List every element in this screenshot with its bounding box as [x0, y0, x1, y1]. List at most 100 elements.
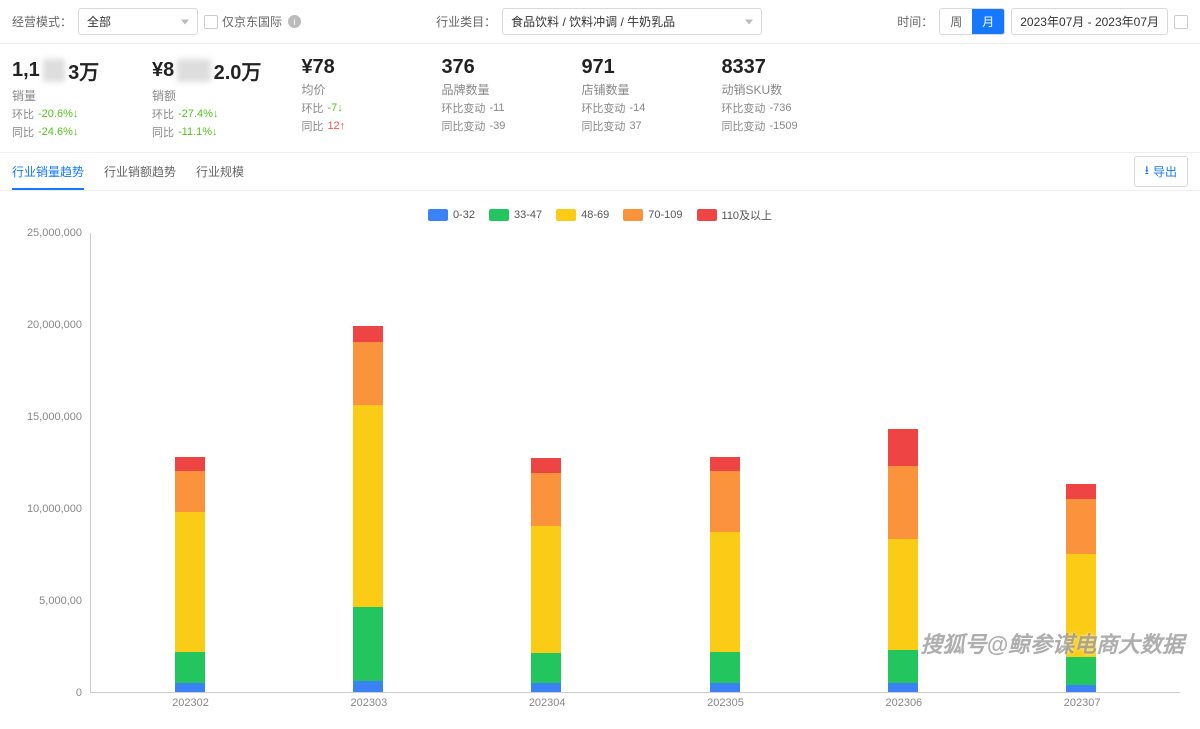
bars-container [91, 233, 1180, 692]
tab-1[interactable]: 行业销额趋势 [104, 153, 176, 190]
category-select-value: 食品饮料 / 饮料冲调 / 牛奶乳品 [511, 15, 675, 29]
date-range-picker[interactable]: 2023年07月 - 2023年07月 [1011, 8, 1168, 35]
bar-segment[interactable] [175, 512, 205, 652]
tab-0[interactable]: 行业销量趋势 [12, 153, 84, 190]
metric-sub2: 同比 -11.1% [152, 124, 261, 140]
bar-segment[interactable] [175, 683, 205, 692]
bar-segment[interactable] [175, 471, 205, 511]
bar-segment[interactable] [353, 607, 383, 681]
bar-column [708, 457, 742, 692]
metric-value: 971 [581, 56, 681, 79]
metric-sub1: 环比 -7 [301, 100, 401, 116]
export-button[interactable]: ⭳ 导出 [1134, 156, 1188, 187]
bar-segment[interactable] [353, 342, 383, 405]
chart: 05,000,0010,000,00015,000,00020,000,0002… [20, 233, 1180, 693]
bar-segment[interactable] [888, 466, 918, 540]
x-label: 202305 [707, 697, 741, 709]
legend-item[interactable]: 48-69 [556, 207, 609, 223]
bar-segment[interactable] [1066, 554, 1096, 657]
metric-sub1: 环比变动 -736 [721, 100, 821, 116]
filter-mode-label: 经营模式： [12, 13, 72, 30]
plot-area [90, 233, 1180, 693]
metric-label: 店铺数量 [581, 81, 681, 98]
bar-segment[interactable] [353, 326, 383, 343]
bar-segment[interactable] [1066, 685, 1096, 692]
x-label: 202302 [172, 697, 206, 709]
checkbox-icon [204, 15, 218, 29]
metric-sub2: 同比 12 [301, 118, 401, 134]
y-tick: 0 [76, 687, 82, 699]
metric-sub1: 环比变动 -14 [581, 100, 681, 116]
bar-segment[interactable] [710, 683, 740, 692]
bar-stack [531, 458, 561, 692]
chart-panel: 0-32 33-47 48-69 70-109 110及以上 0 5,000,00 10,0… [0, 191, 1200, 729]
bar-segment[interactable] [888, 650, 918, 683]
x-label: 202307 [1064, 697, 1098, 709]
tabs: 行业销量趋势行业销额趋势行业规模 [12, 153, 244, 190]
tab-2[interactable]: 行业规模 [196, 153, 244, 190]
bar-column [351, 326, 385, 692]
bar-segment[interactable] [710, 532, 740, 652]
y-tick: 5,000,00 [39, 595, 82, 607]
bar-segment[interactable] [888, 539, 918, 649]
bar-segment[interactable] [353, 681, 383, 692]
bar-segment[interactable] [1066, 657, 1096, 685]
bar-segment[interactable] [888, 429, 918, 466]
x-label: 202303 [350, 697, 384, 709]
bar-segment[interactable] [531, 526, 561, 653]
bar-segment[interactable] [531, 473, 561, 526]
x-label: 202304 [529, 697, 563, 709]
metric-value: 8337 [721, 56, 821, 79]
calendar-icon[interactable] [1174, 15, 1188, 29]
bar-segment[interactable] [531, 683, 561, 692]
legend-item[interactable]: 33-47 [489, 207, 542, 223]
bar-segment[interactable] [710, 457, 740, 472]
filter-category: 行业类目： 食品饮料 / 饮料冲调 / 牛奶乳品 [436, 8, 762, 35]
metric-label: 销量 [12, 87, 112, 104]
bar-segment[interactable] [175, 652, 205, 683]
mode-select[interactable]: 全部 [78, 8, 198, 35]
bar-segment[interactable] [531, 653, 561, 682]
legend-label: 0-32 [453, 209, 475, 221]
download-icon: ⭳ [1145, 161, 1149, 182]
bar-segment[interactable] [531, 458, 561, 473]
metric-value: 376 [441, 56, 541, 79]
metric-card: 971 店铺数量 环比变动 -14 同比变动 37 [581, 56, 681, 140]
filter-category-label: 行业类目： [436, 13, 496, 30]
period-month[interactable]: 月 [972, 9, 1004, 34]
bar-segment[interactable] [888, 683, 918, 692]
bar-segment[interactable] [1066, 484, 1096, 499]
legend-item[interactable]: 70-109 [623, 207, 682, 223]
y-tick: 10,000,000 [27, 503, 82, 515]
legend-swatch [489, 209, 509, 221]
legend-label: 110及以上 [722, 207, 773, 223]
bar-stack [1066, 484, 1096, 692]
bar-segment[interactable] [175, 457, 205, 472]
bar-segment[interactable] [710, 652, 740, 683]
metric-sub2: 同比 -24.6% [12, 124, 112, 140]
bar-segment[interactable] [353, 405, 383, 607]
y-tick: 25,000,000 [27, 227, 82, 239]
metric-label: 品牌数量 [441, 81, 541, 98]
metric-value: ¥78 [301, 56, 401, 79]
x-axis-labels: 202302202303202304202305202306202307 [20, 693, 1180, 709]
bar-stack [888, 429, 918, 692]
metric-value: ¥88882.0万 [152, 56, 261, 85]
legend-item[interactable]: 110及以上 [697, 207, 773, 223]
y-tick: 20,000,000 [27, 319, 82, 331]
period-week[interactable]: 周 [940, 9, 972, 34]
bar-segment[interactable] [710, 471, 740, 532]
tabs-bar: 行业销量趋势行业销额趋势行业规模 ⭳ 导出 [0, 153, 1200, 191]
metric-label: 均价 [301, 81, 401, 98]
legend-swatch [623, 209, 643, 221]
legend-item[interactable]: 0-32 [428, 207, 475, 223]
metric-card: 8337 动销SKU数 环比变动 -736 同比变动 -1509 [721, 56, 821, 140]
jd-intl-checkbox-wrap[interactable]: 仅京东国际 i [204, 13, 301, 30]
y-axis: 05,000,0010,000,00015,000,00020,000,0002… [20, 233, 90, 693]
bar-segment[interactable] [1066, 499, 1096, 554]
jd-intl-label: 仅京东国际 [222, 13, 282, 30]
metric-card: ¥88882.0万 销额 环比 -27.4% 同比 -11.1% [152, 56, 261, 140]
filter-bar: 经营模式： 全部 仅京东国际 i 行业类目： 食品饮料 / 饮料冲调 / 牛奶乳… [0, 0, 1200, 44]
filter-mode: 经营模式： 全部 仅京东国际 i [12, 8, 301, 35]
category-select[interactable]: 食品饮料 / 饮料冲调 / 牛奶乳品 [502, 8, 762, 35]
